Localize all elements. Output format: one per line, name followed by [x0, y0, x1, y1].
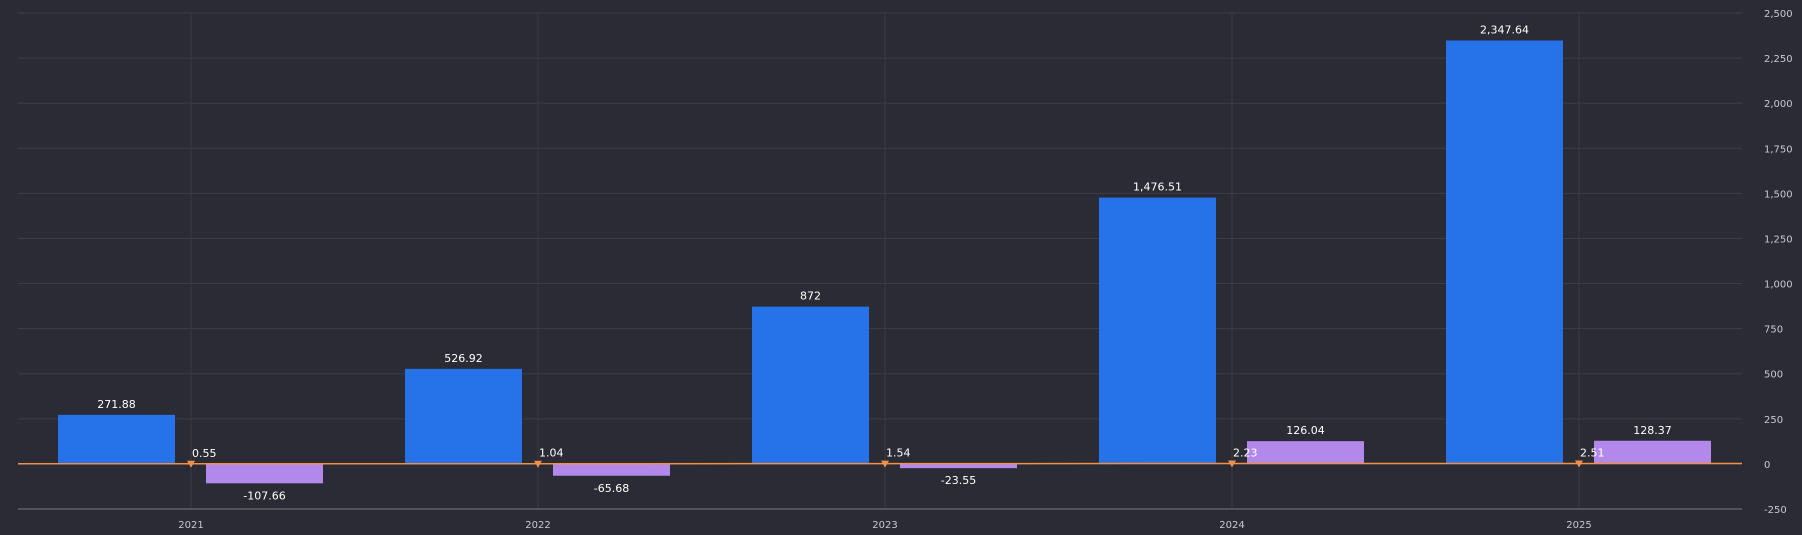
line-data-label: 1.54 [886, 447, 911, 460]
line-data-label: 2.51 [1580, 446, 1605, 459]
line-data-label: 2.23 [1233, 447, 1258, 460]
bar [1247, 441, 1364, 464]
y-tick-label: 1,000 [1764, 280, 1793, 291]
gridlines [18, 12, 1742, 509]
data-label: 128.37 [1633, 424, 1672, 437]
data-label: -65.68 [594, 482, 629, 495]
bar [1099, 197, 1216, 464]
line-point [187, 460, 195, 468]
y-tick-label: 750 [1764, 325, 1783, 336]
y-tick-label: 250 [1764, 415, 1783, 426]
axes: -250 0 250 500 750 1,000 1,250 1,500 1,750 2,000 2… [18, 9, 1793, 531]
line-data-label: 0.55 [192, 447, 217, 460]
y-tick-label: 2,250 [1764, 54, 1793, 65]
data-label: 872 [800, 290, 821, 303]
x-tick-label: 2023 [872, 520, 897, 531]
bar [900, 463, 1017, 469]
bar [58, 414, 175, 464]
data-label: 271.88 [97, 398, 136, 411]
data-label: -23.55 [941, 474, 976, 487]
data-label: 526.92 [444, 352, 483, 365]
data-label: 126.04 [1286, 424, 1325, 437]
y-tick-label: 1,500 [1764, 189, 1793, 200]
data-label: 1,476.51 [1133, 181, 1182, 194]
bars [58, 40, 1711, 484]
line-series [18, 460, 1742, 468]
data-label: 2,347.64 [1480, 23, 1529, 36]
data-label: -107.66 [243, 489, 285, 502]
data-labels: 271.88 526.92 872 1,476.51 2,347.64 -107.66 -6… [97, 23, 1672, 502]
bar [752, 306, 869, 464]
line-data-label: 1.04 [539, 447, 564, 460]
line-point [534, 460, 542, 468]
y-tick-label: 500 [1764, 370, 1783, 381]
bar [1446, 40, 1563, 464]
x-tick-label: 2022 [525, 520, 550, 531]
line-point [1228, 460, 1236, 468]
x-tick-label: 2025 [1566, 520, 1591, 531]
line-point [881, 460, 889, 468]
y-tick-label: 2,000 [1764, 99, 1793, 110]
x-tick-label: 2024 [1219, 520, 1244, 531]
bar [405, 368, 522, 464]
y-tick-label: 0 [1764, 460, 1770, 471]
bar [553, 463, 670, 476]
y-tick-label: 2,500 [1764, 9, 1793, 20]
y-tick-label: -250 [1764, 505, 1787, 516]
y-tick-label: 1,750 [1764, 144, 1793, 155]
bar [206, 463, 323, 484]
x-tick-label: 2021 [178, 520, 203, 531]
bar [1594, 440, 1711, 464]
y-tick-label: 1,250 [1764, 234, 1793, 245]
line-point [1575, 460, 1583, 468]
